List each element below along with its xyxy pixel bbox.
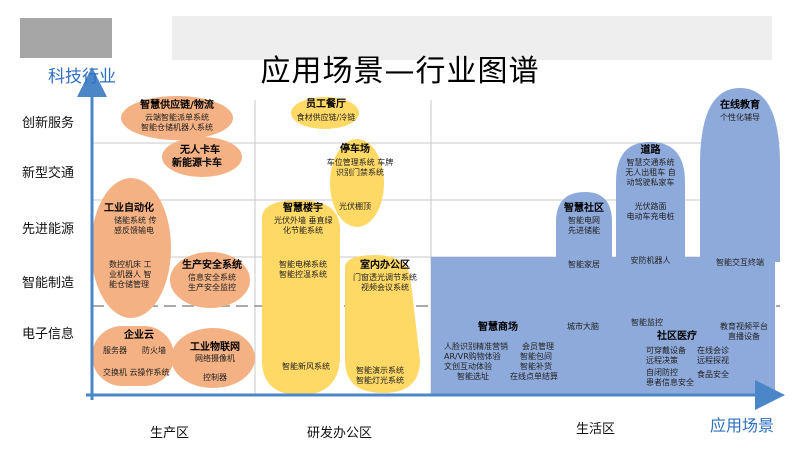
cluster-item: 业机器人 智 [109,270,152,279]
cluster-item: 门窗透光调节系统 [353,273,417,282]
cluster-title: 室内办公区 [360,260,410,271]
cluster-item: 防火墙 [142,346,166,355]
cluster-item: 车位管理系统 车牌 [326,158,394,167]
cluster-item: 自闭防控 [646,368,678,377]
cluster-item: 数控机床 工 [109,260,152,269]
row-label-innovation-service: 创新服务 [22,116,75,131]
cluster-title: 在线教育 [720,100,760,111]
cluster-item: 视频会议系统 [361,283,409,292]
zone-label-rnd-office: 研发办公区 [307,426,373,441]
zone-label-production: 生产区 [150,426,190,441]
orange-region [91,96,255,388]
cluster-item: 智能选址 [457,372,489,381]
yellow-region [262,97,420,395]
x-axis-title: 应用场景 [710,416,775,435]
cluster-item: 患者信息安全 [646,378,694,387]
cluster-item: 控制器 [203,373,227,382]
page-title: 应用场景—行业图谱 [260,54,540,89]
cluster-title: 智慧商场 [478,322,518,333]
cluster-item: 智能电梯系统 [279,260,327,269]
row-label-smart-manufacturing: 智能制造 [22,276,75,291]
cluster-title: 智慧楼宇 [283,203,323,214]
cluster-item: 光伏路面 [634,202,667,211]
cluster-item: 智能交互终端 [716,258,764,267]
cluster-item: AR/VR购物体验 [444,352,501,361]
cluster-item: 智能演示系统 [356,366,404,375]
cluster-title: 新能源卡车 [172,158,222,169]
cluster-item: 储能系统 传 [114,216,157,225]
cluster-title: 停车场 [340,144,370,155]
cluster-item: 无人出租车 自 [625,168,676,177]
cluster-item: 交换机 云操作系统 [103,368,170,377]
cluster-item: 电动车充电桩 [626,212,675,221]
cluster-title: 工业自动化 [104,203,154,214]
cluster-item: 智能监控 [631,318,663,327]
cluster-item: 智能补货 [520,362,552,371]
cluster-item: 智能仓储机器人系统 [141,123,213,132]
cluster-item: 城市大脑 [567,322,599,331]
cluster-item: 识别门禁系统 [336,168,384,177]
cluster-item: 教育视频平台 [720,322,768,331]
cluster-item: 智慧交通系统 [626,158,675,167]
cluster-item: 安防机器人 [630,256,671,265]
cluster-item: 云端智能派单系统 [145,113,209,122]
row-label-electronic-info: 电子信息 [22,327,75,342]
cluster-item: 先进储能 [568,226,600,235]
blue-region [431,88,780,395]
row-label-new-transport: 新型交通 [22,166,75,181]
header-band [172,16,772,60]
cluster-item: 直播设备 [728,332,760,341]
cluster-item: 智能控温系统 [279,270,327,279]
cluster-item: 个性化辅导 [720,113,760,122]
cluster-item: 光伏棚顶 [339,202,371,211]
cluster-item: 食材供应链/冷链 [296,113,356,122]
cluster-item: 生产安全监控 [188,283,236,292]
cluster-item: 人脸识别精准营销 [444,342,508,351]
cluster-item: 可穿戴设备 [646,346,686,355]
cluster-title: 道路 [640,145,661,156]
cluster-title: 生产安全系统 [182,260,242,271]
cluster-item: 智能新风系统 [282,362,330,371]
cluster-item: 智能灯光系统 [356,376,404,385]
cluster-item: 化节能系统 [283,226,323,235]
zone-label-living: 生活区 [576,422,616,437]
cluster-title: 社区医疗 [657,331,697,342]
cluster-item: 在线点单结算 [510,372,558,381]
cluster-item: 食品安全 [697,370,729,379]
cluster-item: 远程探视 [697,356,729,365]
cluster-item: 服务器 [103,346,127,355]
cluster-item: 能仓储管理 [109,280,149,289]
cluster-item: 网络摄像机 [195,354,235,363]
cluster-item: 感反馈输电 [114,226,154,235]
cluster-title: 智慧供应链/物流 [140,100,214,111]
row-label-advanced-energy: 先进能源 [22,222,75,237]
cluster-item: 动驾驶私家车 [626,178,675,187]
cluster-item: 远程决策 [646,356,678,365]
cluster-item: 智能家居 [568,260,600,269]
cluster-item: 会员管理 [522,342,554,351]
header-gray-block [20,18,112,58]
cluster-title: 工业物联网 [190,342,240,353]
cluster-item: 信息安全系统 [188,273,236,282]
cluster-title: 智慧社区 [564,203,604,214]
cluster-item: 在线会诊 [697,346,729,355]
cluster-item: 智能电网 [568,216,600,225]
y-axis-title: 科技行业 [48,67,116,87]
cluster-item: 光伏外墙 垂直绿 [274,216,333,225]
cluster-title: 员工餐厅 [306,99,346,110]
cluster-title: 无人卡车 [180,145,220,156]
cluster-title: 企业云 [124,330,154,341]
cluster-item: 文创互动体验 [444,362,492,371]
cluster-item: 智能包间 [520,352,552,361]
